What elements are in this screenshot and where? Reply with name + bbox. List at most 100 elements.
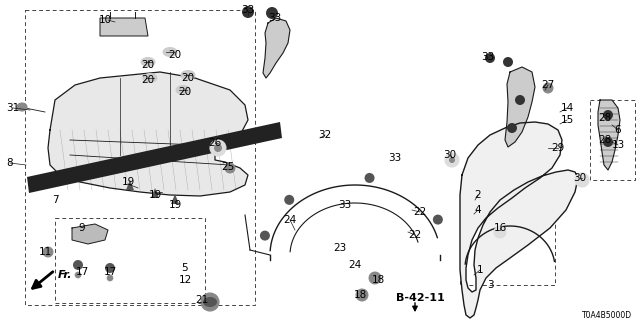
Circle shape — [242, 6, 254, 18]
Circle shape — [365, 173, 374, 183]
Text: 7: 7 — [52, 195, 58, 205]
Ellipse shape — [163, 47, 177, 57]
Text: 4: 4 — [475, 205, 481, 215]
Text: 30: 30 — [573, 173, 587, 183]
Circle shape — [201, 293, 219, 311]
Text: T0A4B5000D: T0A4B5000D — [582, 310, 632, 319]
Text: 25: 25 — [221, 162, 235, 172]
Text: 33: 33 — [481, 52, 495, 62]
Text: 12: 12 — [179, 275, 191, 285]
Circle shape — [445, 153, 459, 167]
Text: Fr.: Fr. — [58, 270, 72, 280]
Text: 17: 17 — [76, 267, 88, 277]
Text: 19: 19 — [148, 190, 162, 200]
Circle shape — [507, 123, 517, 133]
Polygon shape — [48, 72, 248, 196]
Text: 24: 24 — [348, 260, 362, 270]
Circle shape — [75, 272, 81, 278]
Circle shape — [503, 57, 513, 67]
Text: 20: 20 — [181, 73, 195, 83]
Bar — [460, 190, 555, 285]
Circle shape — [214, 144, 222, 152]
Polygon shape — [27, 122, 282, 193]
Bar — [590, 100, 635, 180]
Polygon shape — [171, 194, 179, 204]
Text: 26: 26 — [209, 138, 221, 148]
Circle shape — [433, 215, 443, 225]
Polygon shape — [72, 224, 108, 244]
Circle shape — [603, 110, 613, 120]
Text: 5: 5 — [182, 263, 188, 273]
Circle shape — [225, 163, 235, 173]
Text: 16: 16 — [493, 223, 507, 233]
Text: 23: 23 — [333, 243, 347, 253]
Circle shape — [369, 272, 381, 284]
Circle shape — [284, 195, 294, 205]
Text: 21: 21 — [195, 295, 209, 305]
Circle shape — [485, 53, 495, 63]
Polygon shape — [151, 188, 159, 198]
Text: 24: 24 — [284, 215, 296, 225]
Ellipse shape — [143, 74, 157, 83]
Circle shape — [43, 247, 53, 257]
Circle shape — [575, 173, 589, 187]
Circle shape — [603, 137, 613, 147]
Circle shape — [449, 157, 455, 163]
Polygon shape — [263, 18, 290, 78]
Bar — [25, 10, 255, 305]
Text: 14: 14 — [561, 103, 573, 113]
Ellipse shape — [176, 85, 190, 94]
Text: 29: 29 — [552, 143, 564, 153]
Text: 28: 28 — [598, 135, 612, 145]
Circle shape — [515, 95, 525, 105]
Circle shape — [266, 7, 278, 19]
Circle shape — [494, 226, 506, 238]
Circle shape — [543, 83, 553, 93]
Text: 9: 9 — [79, 223, 85, 233]
Text: 33: 33 — [388, 153, 402, 163]
Text: 10: 10 — [99, 15, 111, 25]
Text: 20: 20 — [168, 50, 182, 60]
Text: 20: 20 — [141, 75, 155, 85]
Text: 30: 30 — [444, 150, 456, 160]
Text: 2: 2 — [475, 190, 481, 200]
Text: B-42-11: B-42-11 — [396, 293, 444, 303]
Polygon shape — [100, 18, 148, 36]
Polygon shape — [126, 180, 134, 190]
Text: 20: 20 — [141, 60, 155, 70]
Ellipse shape — [17, 103, 27, 111]
Text: 1: 1 — [477, 265, 483, 275]
Polygon shape — [598, 100, 620, 170]
Text: 17: 17 — [104, 267, 116, 277]
Text: 28: 28 — [598, 113, 612, 123]
Text: 13: 13 — [611, 140, 625, 150]
Circle shape — [260, 231, 270, 241]
Ellipse shape — [203, 297, 217, 307]
Text: 8: 8 — [6, 158, 13, 168]
Text: 22: 22 — [408, 230, 422, 240]
Text: 6: 6 — [614, 125, 621, 135]
Text: 27: 27 — [541, 80, 555, 90]
Text: 18: 18 — [371, 275, 385, 285]
Text: 3: 3 — [486, 280, 493, 290]
Circle shape — [73, 260, 83, 270]
Circle shape — [210, 140, 226, 156]
Text: 20: 20 — [179, 87, 191, 97]
Polygon shape — [505, 67, 535, 147]
Text: 11: 11 — [38, 247, 52, 257]
Text: 32: 32 — [318, 130, 332, 140]
Bar — [55, 218, 205, 303]
Text: 18: 18 — [353, 290, 367, 300]
Text: 33: 33 — [268, 13, 282, 23]
Text: 15: 15 — [561, 115, 573, 125]
Circle shape — [356, 289, 368, 301]
Circle shape — [105, 263, 115, 273]
Text: 33: 33 — [339, 200, 351, 210]
Text: 33: 33 — [241, 5, 255, 15]
Ellipse shape — [181, 70, 195, 79]
Text: 19: 19 — [122, 177, 134, 187]
Circle shape — [107, 275, 113, 281]
Polygon shape — [460, 122, 578, 318]
Text: 19: 19 — [168, 200, 182, 210]
Text: 31: 31 — [6, 103, 20, 113]
